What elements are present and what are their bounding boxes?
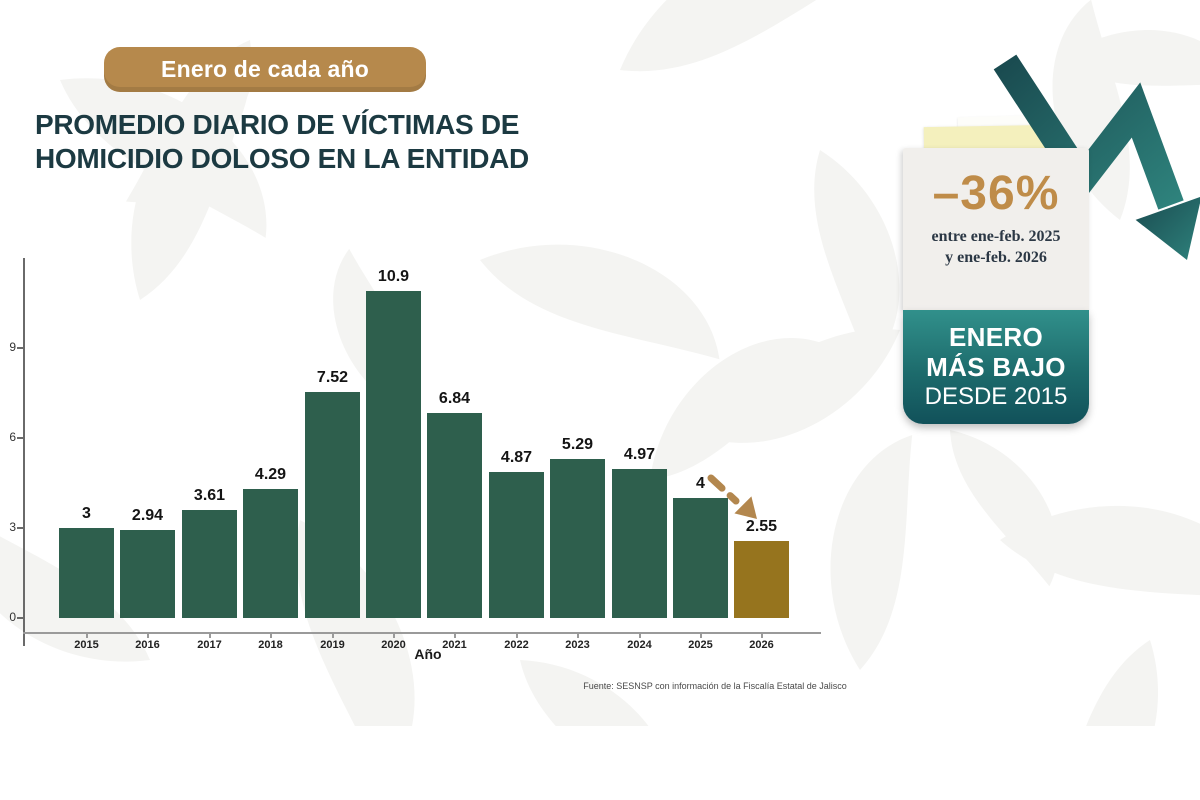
x-tick-mark: [392, 634, 395, 638]
y-axis-spine: [23, 258, 25, 646]
x-tick-label-2021: 2021: [442, 639, 467, 651]
x-tick-label-2015: 2015: [74, 639, 99, 651]
bar-2025: [673, 498, 728, 618]
bar-value-label-2024: 4.97: [623, 446, 656, 463]
x-tick-mark: [146, 634, 149, 638]
bar-2018: [243, 489, 298, 618]
x-tick-label-2018: 2018: [258, 639, 283, 651]
x-tick-mark: [760, 634, 763, 638]
x-tick-label-2024: 2024: [627, 639, 652, 651]
y-tick-label-0: 0: [9, 610, 16, 624]
x-tick-mark: [269, 634, 272, 638]
bar-value-label-2025: 4: [696, 475, 705, 492]
x-tick-label-2022: 2022: [504, 639, 529, 651]
bar-2017: [182, 510, 237, 618]
bar-2019: [305, 392, 360, 618]
y-tick-label-9: 9: [9, 340, 16, 354]
x-tick-mark: [453, 634, 456, 638]
bar-value-label-2022: 4.87: [500, 449, 533, 466]
callout-card: –36% entre ene-feb. 2025 y ene-feb. 2026: [903, 148, 1089, 310]
bar-value-label-2019: 7.52: [316, 369, 349, 386]
bar-value-label-2026: 2.55: [745, 518, 778, 535]
x-tick-mark: [208, 634, 211, 638]
bar-value-label-2017: 3.61: [193, 487, 226, 504]
x-tick-label-2017: 2017: [197, 639, 222, 651]
bar-value-label-2015: 3: [82, 505, 91, 522]
x-tick-mark: [699, 634, 702, 638]
x-tick-mark: [331, 634, 334, 638]
trend-arrow-icon: [707, 474, 757, 519]
period-badge: Enero de cada año: [104, 47, 426, 92]
decline-arrow-icon: [993, 54, 1200, 260]
bar-value-label-2023: 5.29: [561, 436, 594, 453]
y-tick-mark: [17, 617, 24, 619]
x-tick-mark: [85, 634, 88, 638]
percent-change-caption: entre ene-feb. 2025 y ene-feb. 2026: [903, 226, 1089, 268]
y-tick-label-6: 6: [9, 430, 16, 444]
page-title-line2: HOMICIDIO DOLOSO EN LA ENTIDAD: [35, 143, 529, 174]
bar-2022: [489, 472, 544, 618]
bar-value-label-2016: 2.94: [131, 507, 164, 524]
bar-value-label-2018: 4.29: [254, 466, 287, 483]
y-tick-mark: [17, 437, 24, 439]
x-tick-label-2023: 2023: [565, 639, 590, 651]
percent-change-value: –36%: [932, 167, 1060, 220]
x-tick-mark: [576, 634, 579, 638]
banner-line1: ENERO: [949, 322, 1043, 352]
x-tick-label-2016: 2016: [135, 639, 160, 651]
x-tick-mark: [638, 634, 641, 638]
period-badge-label: Enero de cada año: [161, 56, 369, 82]
banner-line3: DESDE 2015: [924, 383, 1068, 410]
bar-2016: [120, 530, 175, 618]
page-title: PROMEDIO DIARIO DE VÍCTIMAS DE HOMICIDIO…: [35, 108, 715, 176]
bar-2024: [612, 469, 667, 618]
y-tick-mark: [17, 347, 24, 349]
x-tick-label-2019: 2019: [320, 639, 345, 651]
bar-value-label-2020: 10.9: [377, 268, 410, 285]
bar-value-label-2021: 6.84: [438, 390, 471, 407]
bar-2015: [59, 528, 114, 618]
x-axis-title: Año: [414, 646, 442, 662]
x-tick-label-2025: 2025: [688, 639, 713, 651]
bar-2020: [366, 291, 421, 618]
page-title-line1: PROMEDIO DIARIO DE VÍCTIMAS DE: [35, 109, 520, 140]
caption-line1: entre ene-feb. 2025: [931, 228, 1061, 245]
bar-2023: [550, 459, 605, 618]
caption-line2: y ene-feb. 2026: [945, 249, 1047, 266]
bar-2026: [734, 541, 789, 618]
lowest-january-banner: ENERO MÁS BAJO DESDE 2015: [903, 310, 1089, 424]
source-note: Fuente: SESNSP con información de la Fis…: [583, 681, 847, 691]
x-tick-mark: [515, 634, 518, 638]
x-tick-label-2026: 2026: [749, 639, 774, 651]
bar-2021: [427, 413, 482, 618]
x-tick-label-2020: 2020: [381, 639, 406, 651]
banner-line2: MÁS BAJO: [926, 352, 1066, 382]
x-axis-line: [23, 632, 821, 634]
y-tick-mark: [17, 527, 24, 529]
y-tick-label-3: 3: [9, 520, 16, 534]
